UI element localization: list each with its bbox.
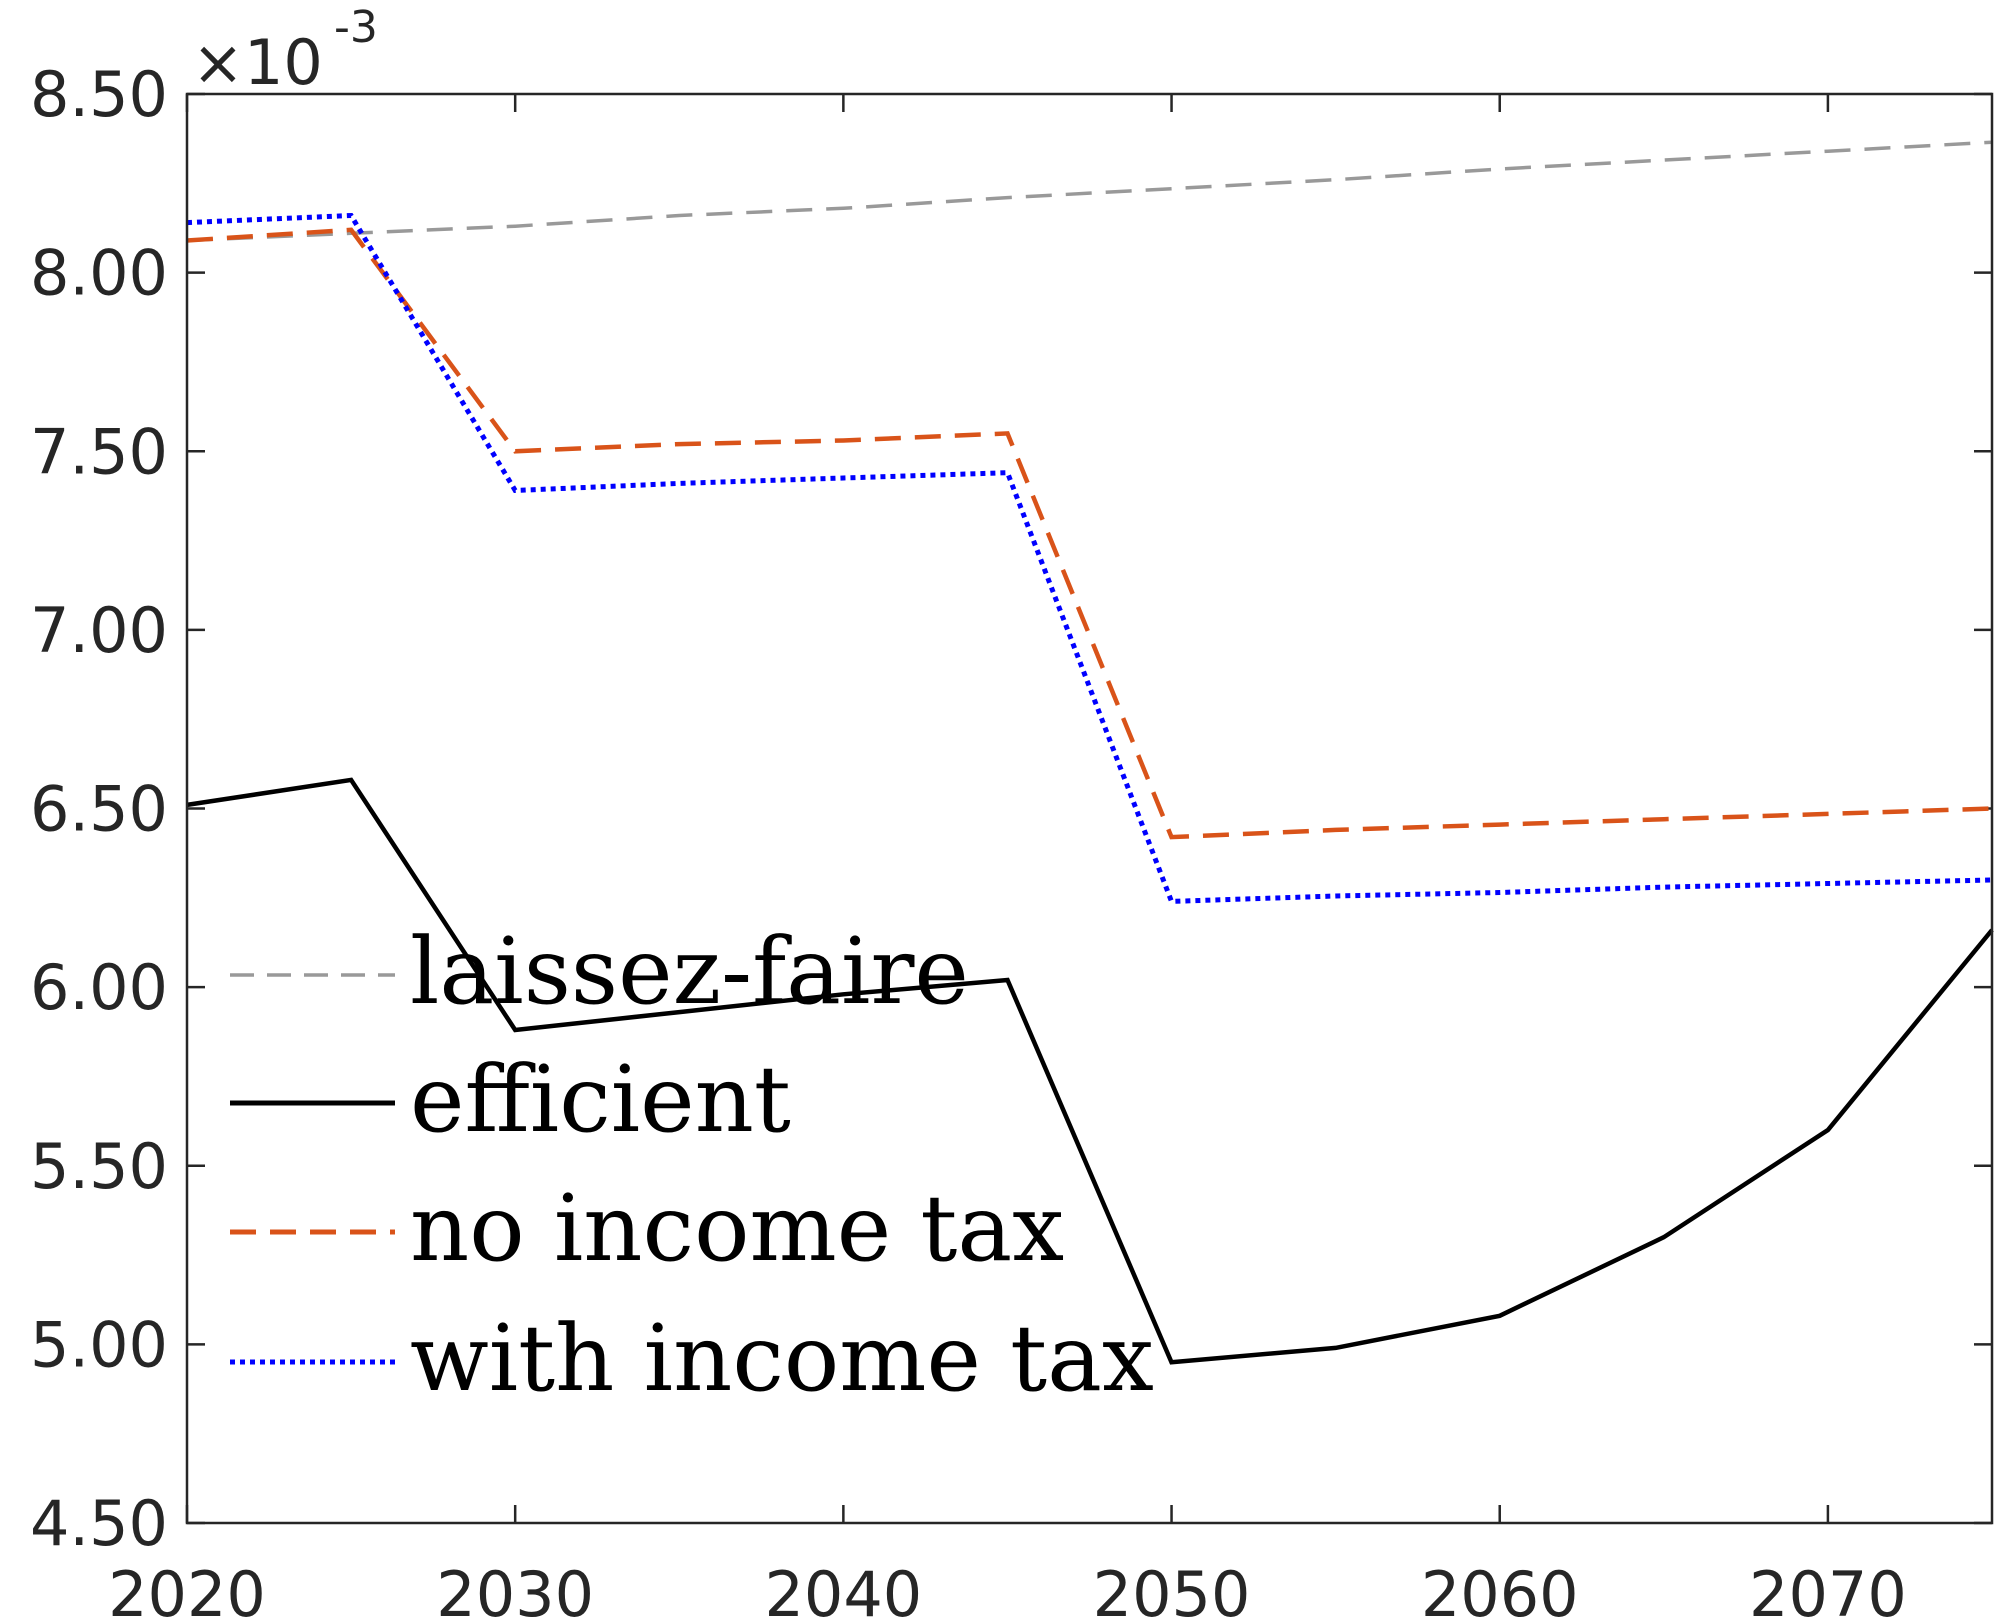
series-line-1 <box>186 777 1994 1365</box>
y-tick-label: 7.00 <box>30 594 168 667</box>
y-tick-label: 6.50 <box>30 773 168 846</box>
legend-label: with income tax <box>410 1305 1154 1412</box>
y-multiplier-base: ×10 <box>192 26 323 99</box>
y-tick-label: 5.00 <box>30 1308 168 1381</box>
x-tick-label: 2060 <box>1421 1558 1579 1622</box>
x-tick-label: 2040 <box>764 1558 922 1622</box>
x-axis: 2020 2030 2040 2050 2060 2070 <box>108 94 1907 1622</box>
axes-box <box>185 92 1994 1525</box>
series-line-0 <box>186 140 1993 243</box>
y-tick-label: 4.50 <box>30 1487 168 1560</box>
series-line-2 <box>186 227 1993 840</box>
x-tick-label: 2070 <box>1749 1558 1907 1622</box>
legend-label: no income tax <box>410 1175 1064 1282</box>
y-tick-label: 5.50 <box>30 1130 168 1203</box>
y-axis: 4.50 5.00 5.50 6.00 6.50 7.00 7.50 8.00 8.50 <box>30 58 1992 1560</box>
y-tick-label: 7.50 <box>30 415 168 488</box>
y-multiplier-exponent: -3 <box>334 2 378 53</box>
legend-label: laissez-faire <box>410 918 969 1025</box>
x-tick-label: 2020 <box>108 1558 266 1622</box>
x-tick-label: 2030 <box>436 1558 594 1622</box>
y-tick-label: 8.00 <box>30 237 168 310</box>
legend-label: efficient <box>410 1046 791 1153</box>
y-tick-label: 6.00 <box>30 951 168 1024</box>
plot-series <box>186 140 1994 1365</box>
x-tick-label: 2050 <box>1093 1558 1251 1622</box>
y-tick-label: 8.50 <box>30 58 168 131</box>
series-line-3 <box>186 212 1993 904</box>
legend: laissez-faire efficient no income tax with … <box>230 918 1154 1412</box>
